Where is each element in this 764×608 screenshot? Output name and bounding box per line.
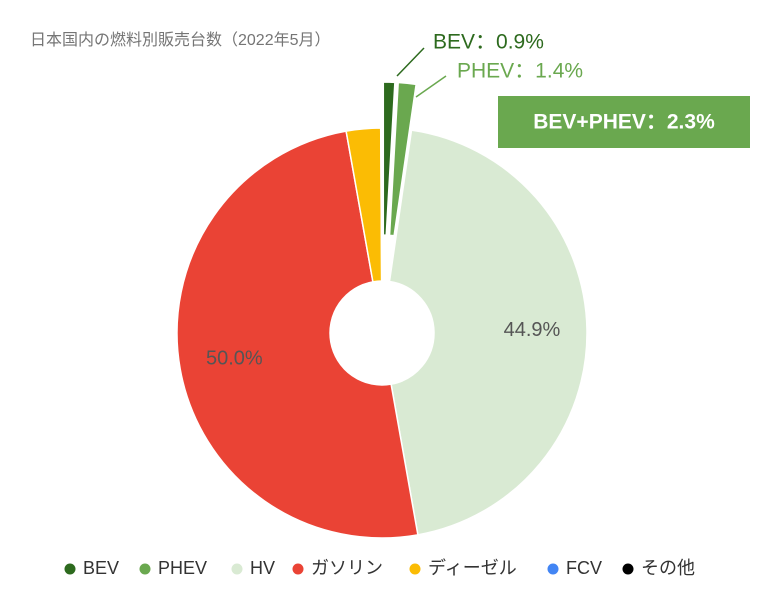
slice-label: 44.9% [504,319,561,341]
legend-label: ガソリン [311,558,383,578]
leader-line [415,75,447,98]
legend-swatch [547,563,559,575]
legend-label: HV [250,558,275,578]
slice [388,81,417,237]
chart-title: 日本国内の燃料別販売台数（2022年5月） [30,31,331,49]
slice [176,130,419,539]
legend-swatch [292,563,304,575]
leader-line [396,47,425,77]
legend-label: ディーゼル [428,558,517,578]
slice-label: 50.0% [206,348,263,370]
legend-swatch [409,563,421,575]
slice [388,129,588,536]
slice [379,127,383,282]
annotation-box [498,96,750,148]
legend-label: BEV [83,558,119,578]
slice-label: PHEV：1.4% [457,60,583,83]
legend-label: その他 [641,558,695,578]
legend-swatch [231,563,243,575]
legend-swatch [139,563,151,575]
legend-label: FCV [566,558,602,578]
legend-label: PHEV [158,558,207,578]
annotation: BEV+PHEV：2.3% [533,111,715,134]
slice [382,81,396,236]
slice-label: BEV：0.9% [433,31,544,54]
legend-swatch [64,563,76,575]
legend-swatch [622,563,634,575]
